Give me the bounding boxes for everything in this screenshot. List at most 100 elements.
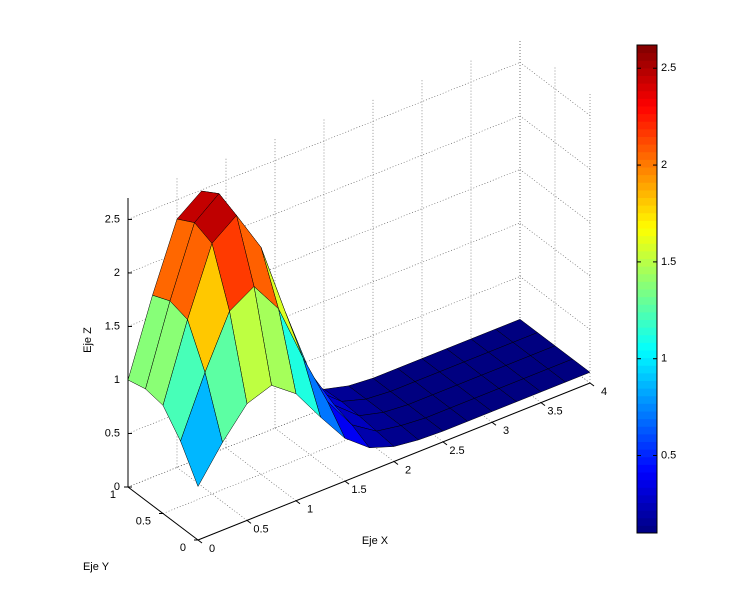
colorbar-tick-label: 2 <box>661 159 667 171</box>
colorbar-swatch <box>637 174 657 183</box>
colorbar-tick-label: 1 <box>661 353 667 365</box>
colorbar-swatch <box>637 479 657 488</box>
grid-line <box>127 276 521 434</box>
colorbar-tick-label: 2.5 <box>661 62 676 74</box>
colorbar-swatch <box>637 52 657 61</box>
colorbar-swatch <box>637 273 657 282</box>
x-tick-label: 1.5 <box>351 484 366 496</box>
colorbar-swatch <box>637 411 657 420</box>
z-tick-label: 2 <box>114 267 120 279</box>
z-tick-label: 0.5 <box>105 427 120 439</box>
y-tick-label: 1 <box>110 489 116 501</box>
x-tick <box>540 402 546 407</box>
colorbar-swatch <box>637 487 657 496</box>
y-tick-label: 0.5 <box>136 515 151 527</box>
colorbar-swatch <box>637 151 657 160</box>
colorbar-swatch <box>637 121 657 130</box>
colorbar-swatch <box>637 403 657 412</box>
colorbar-swatch <box>637 304 657 313</box>
x-tick <box>246 519 252 524</box>
colorbar-swatch <box>637 45 657 54</box>
grid-line <box>127 62 521 220</box>
grid-line <box>176 467 248 521</box>
x-tick-label: 1 <box>307 504 313 516</box>
colorbar-swatch <box>637 235 657 244</box>
colorbar-swatch <box>637 418 657 427</box>
y-tick-label: 0 <box>180 542 186 554</box>
colorbar-swatch <box>637 464 657 473</box>
colorbar-swatch <box>637 106 657 115</box>
colorbar-swatch <box>637 159 657 168</box>
colorbar-swatch <box>637 128 657 137</box>
colorbar-swatch <box>637 281 657 290</box>
colorbar-swatch <box>637 395 657 404</box>
colorbar-swatch <box>637 342 657 351</box>
colorbar-swatch <box>637 75 657 84</box>
colorbar-swatch <box>637 433 657 442</box>
colorbar-swatch <box>637 182 657 191</box>
x-tick <box>344 480 350 485</box>
x-tick-label: 2 <box>405 464 411 476</box>
colorbar-swatch <box>637 456 657 465</box>
y-axis-label: Eje Y <box>83 561 110 573</box>
x-tick-label: 0.5 <box>253 523 268 535</box>
colorbar-swatch <box>637 510 657 519</box>
x-tick <box>589 382 595 387</box>
colorbar-swatch <box>637 388 657 397</box>
colorbar-swatch <box>637 449 657 458</box>
colorbar-swatch <box>637 311 657 320</box>
colorbar-swatch <box>637 426 657 435</box>
colorbar-swatch <box>637 327 657 336</box>
colorbar-swatch <box>637 144 657 153</box>
colorbar-tick-label: 0.5 <box>661 449 676 461</box>
colorbar-swatch <box>637 228 657 237</box>
colorbar-swatch <box>637 167 657 176</box>
x-tick <box>393 461 399 465</box>
colorbar-swatch <box>637 350 657 359</box>
colorbar-swatch <box>637 372 657 381</box>
x-tick <box>442 441 448 446</box>
colorbar-swatch <box>637 136 657 145</box>
colorbar-swatch <box>637 243 657 252</box>
x-tick-label: 0 <box>209 543 215 555</box>
colorbar-swatch <box>637 380 657 389</box>
colorbar-frame <box>636 44 658 534</box>
grid-line <box>127 115 521 274</box>
colorbar-swatch <box>637 517 657 526</box>
colorbar-swatch <box>637 494 657 503</box>
colorbar-swatch <box>637 90 657 99</box>
x-tick <box>295 500 301 505</box>
colorbar-swatch <box>637 357 657 366</box>
colorbar-swatch <box>637 525 657 534</box>
colorbar-swatch <box>637 502 657 511</box>
z-tick-label: 1.5 <box>105 320 120 332</box>
grid-line <box>127 222 521 381</box>
grid-line <box>519 169 591 223</box>
colorbar-swatch <box>637 266 657 275</box>
colorbar-swatch <box>637 220 657 229</box>
colorbar-swatch <box>637 83 657 92</box>
x-tick-label: 4 <box>601 386 607 398</box>
colorbar-swatch <box>637 189 657 198</box>
x-tick <box>491 421 497 426</box>
surface-patch <box>180 372 223 487</box>
z-tick-label: 2.5 <box>105 213 120 225</box>
colorbar-swatch <box>637 334 657 343</box>
colorbar-swatch <box>637 296 657 305</box>
colorbar-swatch <box>637 472 657 481</box>
colorbar-swatch <box>637 212 657 221</box>
z-tick-label: 1 <box>114 374 120 386</box>
colorbar-swatch <box>637 98 657 107</box>
x-tick-label: 2.5 <box>449 445 464 457</box>
z-axis-label: Eje Z <box>82 327 94 353</box>
colorbar-swatch <box>637 250 657 259</box>
colorbar-swatch <box>637 67 657 76</box>
colorbar-swatch <box>637 319 657 328</box>
colorbar-swatch <box>637 441 657 450</box>
colorbar-swatch <box>637 60 657 69</box>
colorbar-swatch <box>637 197 657 206</box>
colorbar-swatch <box>637 258 657 267</box>
x-axis-label: Eje X <box>362 535 389 547</box>
x-tick <box>197 539 203 544</box>
